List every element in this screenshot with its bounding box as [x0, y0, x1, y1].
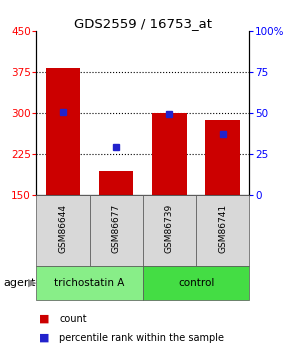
- Text: trichostatin A: trichostatin A: [54, 278, 125, 288]
- Text: agent: agent: [3, 278, 35, 288]
- Text: ■: ■: [39, 314, 50, 324]
- Text: ■: ■: [39, 333, 50, 343]
- Bar: [205, 120, 240, 195]
- Bar: [36, 266, 143, 300]
- Bar: [143, 266, 249, 300]
- Title: GDS2559 / 16753_at: GDS2559 / 16753_at: [74, 17, 212, 30]
- Bar: [36, 195, 90, 266]
- Bar: [196, 195, 249, 266]
- Text: percentile rank within the sample: percentile rank within the sample: [59, 333, 224, 343]
- Bar: [90, 195, 143, 266]
- Text: GSM86644: GSM86644: [58, 204, 67, 253]
- Text: GSM86739: GSM86739: [165, 204, 174, 254]
- Text: control: control: [178, 278, 214, 288]
- Bar: [99, 171, 133, 195]
- Bar: [143, 195, 196, 266]
- Text: ▶: ▶: [28, 278, 36, 288]
- Text: GSM86741: GSM86741: [218, 204, 227, 254]
- Text: GSM86677: GSM86677: [112, 204, 121, 254]
- Bar: [46, 68, 80, 195]
- Text: count: count: [59, 314, 87, 324]
- Bar: [152, 113, 187, 195]
